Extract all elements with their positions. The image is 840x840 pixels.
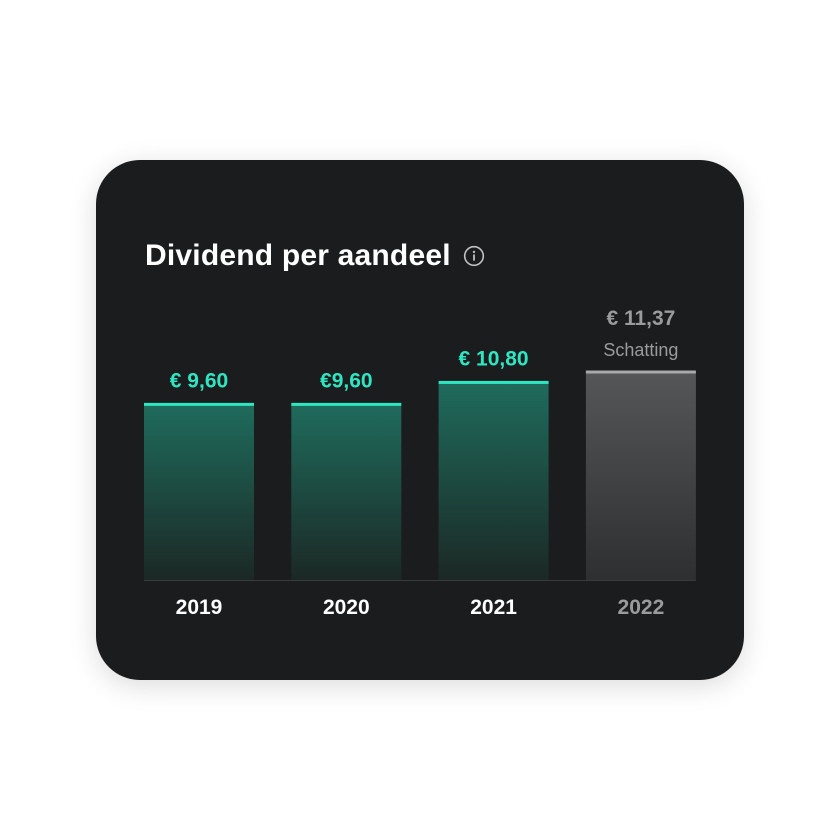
card-header: Dividend per aandeel <box>145 238 485 274</box>
bar-2021[interactable] <box>438 382 549 580</box>
estimate-label-2022: Schatting <box>603 340 678 360</box>
dividend-card: Dividend per aandeel € 9,60 2019 €9,60 2020… <box>96 160 744 680</box>
card-title: Dividend per aandeel <box>145 239 451 272</box>
year-label-2022: 2022 <box>618 596 665 619</box>
bar-2019[interactable] <box>144 404 254 580</box>
bar-2022[interactable] <box>585 372 696 580</box>
bar-top-line-2022 <box>585 370 696 374</box>
value-label-2021: € 10,80 <box>459 347 529 370</box>
value-label-2020: €9,60 <box>320 369 373 392</box>
bar-top-line-2021 <box>438 380 549 384</box>
year-label-2020: 2020 <box>323 596 370 619</box>
dividend-bar-chart: € 9,60 2019 €9,60 2020 € 10,80 2021 € 11,37 Sch… <box>144 307 696 619</box>
year-label-2021: 2021 <box>470 596 517 619</box>
year-label-2019: 2019 <box>176 596 223 619</box>
value-label-2022: € 11,37 <box>606 307 675 330</box>
bar-top-line-2019 <box>144 402 254 406</box>
info-circle-icon[interactable] <box>463 245 485 267</box>
bar-2020[interactable] <box>291 404 402 580</box>
value-label-2019: € 9,60 <box>170 369 228 392</box>
bar-top-line-2020 <box>291 402 402 406</box>
